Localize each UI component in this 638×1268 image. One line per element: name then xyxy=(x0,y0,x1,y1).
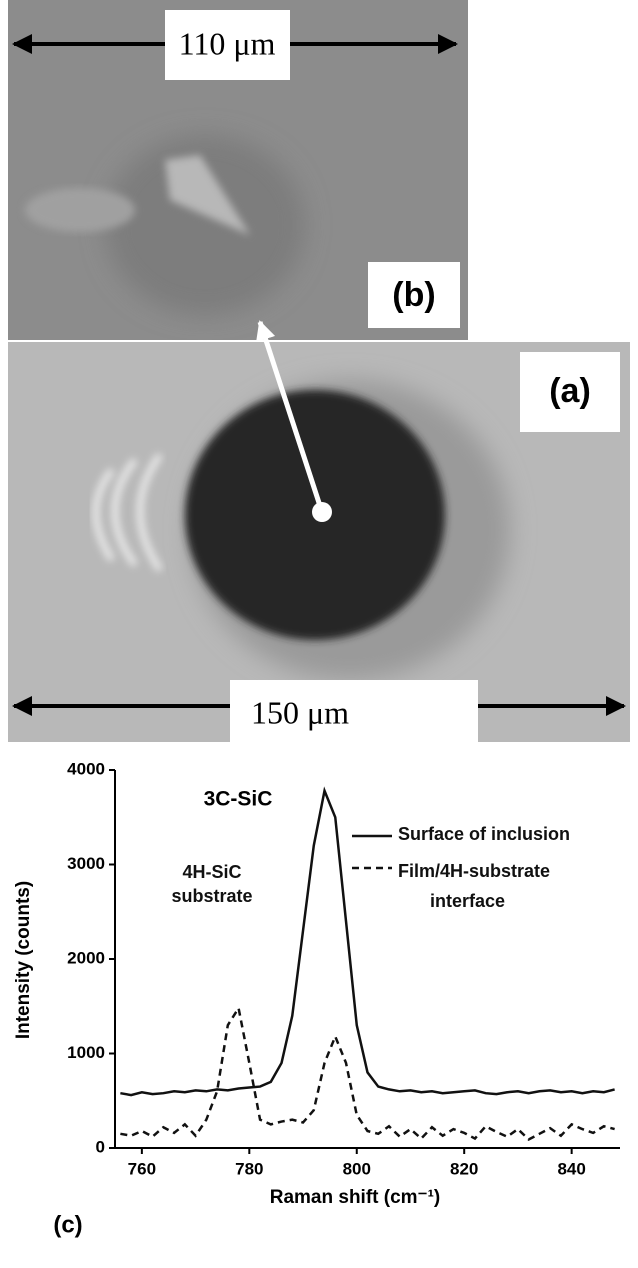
y-tick-label: 2000 xyxy=(67,948,105,967)
page: 110 μm (b) (a) 150 μm 3C-SiC Raman shift… xyxy=(0,0,638,1268)
panel-label: (b) xyxy=(392,276,435,314)
annotation: 4H-SiC substrate xyxy=(150,860,274,908)
x-tick-label: 820 xyxy=(450,1159,478,1178)
pointer-dot xyxy=(312,502,332,522)
x-tick-label: 780 xyxy=(235,1159,263,1178)
legend-label: Surface of inclusion xyxy=(398,824,638,845)
figure: 110 μm (b) (a) 150 μm 3C-SiC Raman shift… xyxy=(0,0,638,1268)
feature xyxy=(25,188,135,232)
panel-label: (a) xyxy=(549,372,591,410)
y-tick-label: 4000 xyxy=(67,759,105,778)
x-tick-label: 760 xyxy=(128,1159,156,1178)
panel-label: (c) xyxy=(53,1211,82,1238)
x-axis-label: Raman shift (cm⁻¹) xyxy=(270,1187,441,1208)
y-axis-label: Intensity (counts) xyxy=(13,881,34,1039)
annotation: 3C-SiC xyxy=(204,788,273,811)
x-tick-label: 800 xyxy=(343,1159,371,1178)
scale-label: 110 μm xyxy=(179,25,276,61)
x-tick-label: 840 xyxy=(557,1159,585,1178)
legend-label: Film/4H-substrate interface xyxy=(398,856,620,916)
y-tick-label: 1000 xyxy=(67,1043,105,1062)
scale-label: 150 μm xyxy=(251,694,349,730)
crater xyxy=(105,135,305,315)
y-tick-label: 3000 xyxy=(67,854,105,873)
y-tick-label: 0 xyxy=(96,1137,105,1156)
